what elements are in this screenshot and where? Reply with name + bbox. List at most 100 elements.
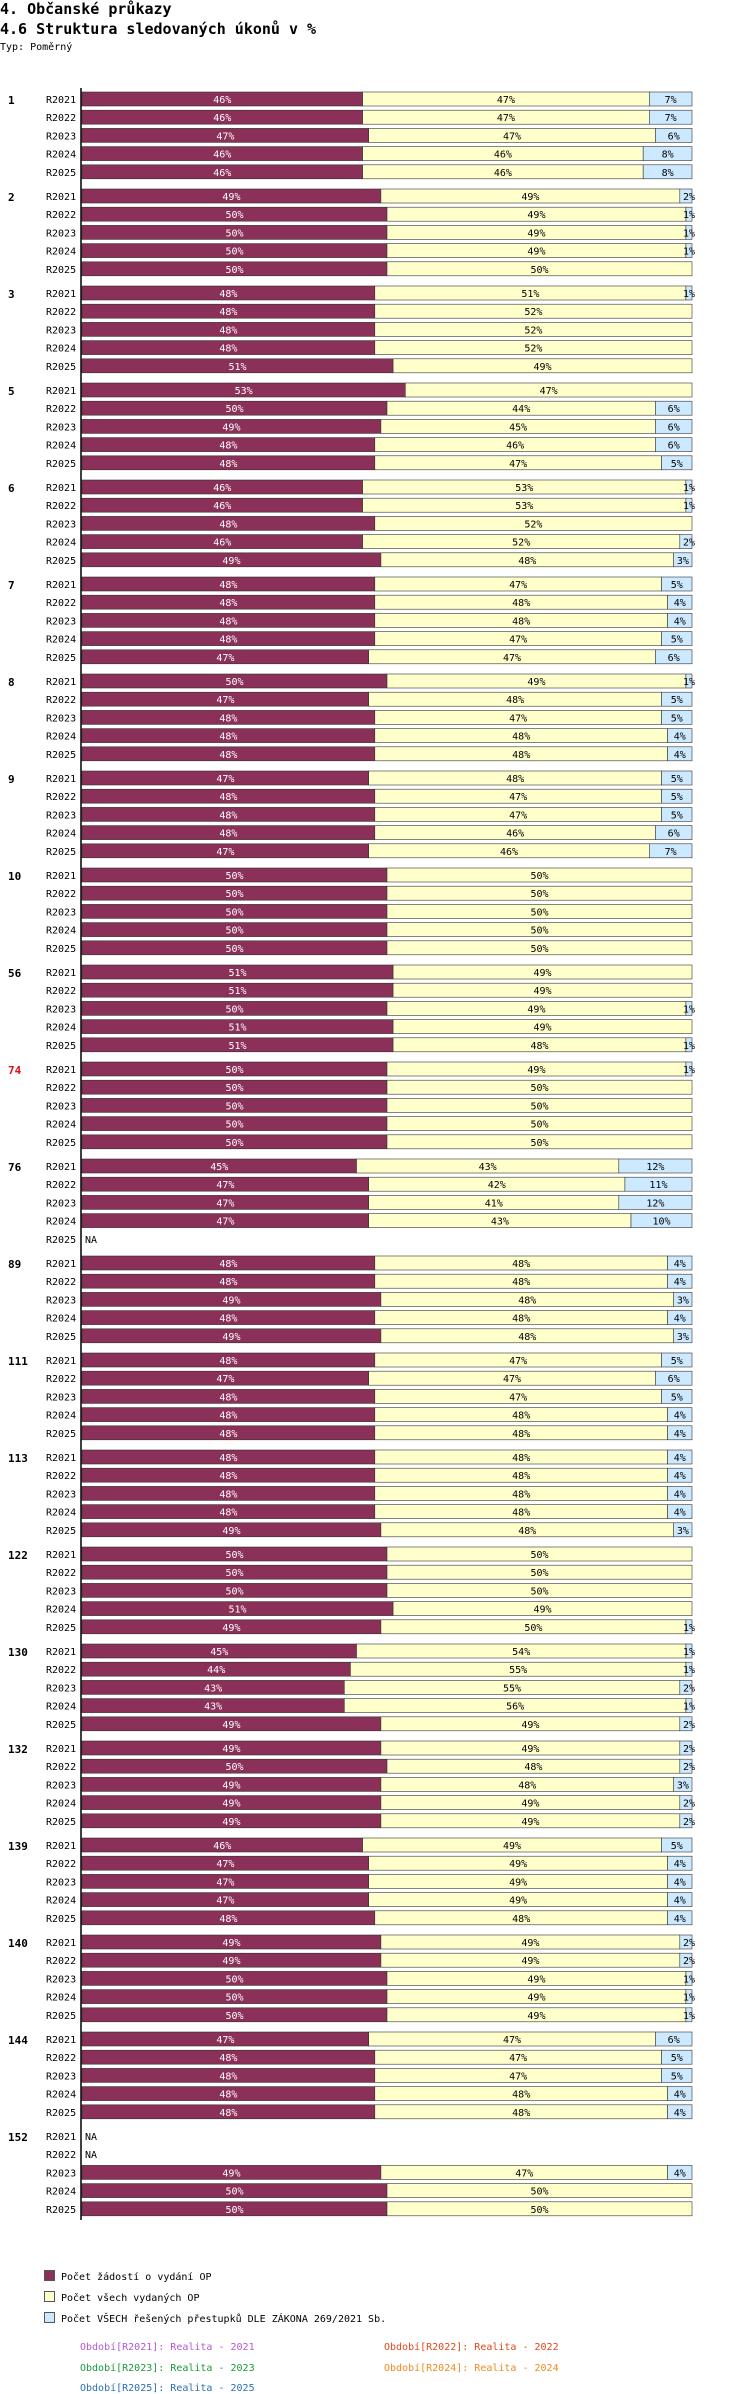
bar-label-113-R2022-s1: 48%: [512, 1471, 530, 1482]
bar-label-2-R2023-s0: 50%: [225, 228, 243, 239]
bar-label-144-R2024-s2: 4%: [674, 2090, 686, 2101]
row-label-122-R2022: R2022: [46, 1568, 76, 1579]
bar-label-2-R2025-s0: 50%: [225, 265, 243, 276]
row-label-1-R2025: R2025: [46, 168, 76, 179]
group-label-9: 9: [8, 773, 15, 786]
bar-label-140-R2024-s1: 49%: [527, 1993, 545, 2004]
row-label-56-R2022: R2022: [46, 986, 76, 997]
bar-8-R2024-s2: [667, 728, 693, 743]
row-label-139-R2022: R2022: [46, 1859, 76, 1870]
bar-6-R2023-s1: [374, 516, 693, 531]
bar-122-R2023-s1: [386, 1583, 693, 1598]
bar-9-R2021-s2: [661, 770, 693, 786]
bar-label-2-R2022-s0: 50%: [225, 210, 243, 221]
bar-label-139-R2025-s1: 48%: [512, 1914, 530, 1925]
row-label-7-R2025: R2025: [46, 653, 76, 664]
bar-113-R2025-s2: [673, 1522, 693, 1538]
row-label-140-R2021: R2021: [46, 1938, 76, 1949]
row-label-132-R2025: R2025: [46, 1817, 76, 1828]
bar-label-144-R2023-s2: 5%: [671, 2071, 683, 2082]
bar-label-152-R2023-s0: 49%: [222, 2168, 240, 2179]
bar-label-56-R2025-s2: 1%: [683, 1041, 695, 1052]
bar-label-7-R2021-s1: 47%: [509, 580, 527, 591]
legend-item-zadosti: Počet žádostí o vydání OP: [44, 2270, 212, 2284]
bar-label-6-R2021-s2: 1%: [683, 483, 695, 494]
bar-label-56-R2021-s1: 49%: [534, 968, 552, 979]
bar-label-132-R2024-s2: 2%: [683, 1799, 695, 1810]
bar-label-6-R2025-s2: 3%: [677, 556, 689, 567]
bar-5-R2023-s2: [655, 419, 693, 434]
bar-132-R2021-s2: [679, 1740, 693, 1756]
bar-label-9-R2024-s1: 46%: [506, 829, 524, 840]
row-label-9-R2024: R2024: [46, 829, 76, 840]
bar-label-5-R2024-s1: 46%: [506, 441, 524, 452]
row-label-3-R2024: R2024: [46, 344, 76, 355]
bar-label-74-R2024-s0: 50%: [225, 1120, 243, 1131]
bar-label-139-R2023-s0: 47%: [216, 1877, 234, 1888]
bar-label-76-R2023-s2: 12%: [646, 1198, 664, 1209]
bar-139-R2022-s2: [667, 1855, 693, 1871]
row-label-111-R2021: R2021: [46, 1356, 76, 1367]
group-label-3: 3: [8, 288, 15, 301]
bar-label-8-R2022-s2: 5%: [671, 695, 683, 706]
bar-label-139-R2023-s2: 4%: [674, 1877, 686, 1888]
row-label-1-R2024: R2024: [46, 150, 76, 161]
bar-label-8-R2025-s2: 4%: [674, 750, 686, 761]
bar-130-R2025-s2: [679, 1716, 693, 1732]
bar-label-7-R2025-s1: 47%: [503, 653, 521, 664]
bar-122-R2021-s1: [386, 1546, 693, 1562]
group-label-111: 111: [8, 1355, 28, 1368]
bar-label-113-R2023-s2: 4%: [674, 1489, 686, 1500]
bar-label-1-R2025-s2: 8%: [662, 168, 674, 179]
group-label-130: 130: [8, 1646, 28, 1659]
bar-label-10-R2021-s1: 50%: [530, 871, 548, 882]
bar-113-R2021-s2: [667, 1449, 693, 1465]
bar-label-56-R2022-s1: 49%: [534, 986, 552, 997]
bar-132-R2023-s2: [673, 1777, 693, 1792]
bar-122-R2022-s1: [386, 1564, 693, 1580]
bar-label-144-R2021-s2: 6%: [668, 2035, 680, 2046]
bar-label-140-R2023-s0: 50%: [225, 1974, 243, 1985]
bar-label-2-R2022-s1: 49%: [527, 210, 545, 221]
row-label-89-R2021: R2021: [46, 1259, 76, 1270]
bar-label-113-R2023-s1: 48%: [512, 1489, 530, 1500]
bar-3-R2023-s1: [374, 322, 693, 337]
row-label-89-R2025: R2025: [46, 1332, 76, 1343]
bar-label-113-R2022-s2: 4%: [674, 1471, 686, 1482]
bar-label-111-R2023-s1: 47%: [509, 1392, 527, 1403]
bar-label-1-R2021-s0: 46%: [213, 95, 231, 106]
row-label-2-R2024: R2024: [46, 247, 76, 258]
bar-label-89-R2023-s1: 48%: [518, 1295, 536, 1306]
bar-label-1-R2025-s1: 46%: [494, 168, 512, 179]
bar-label-139-R2021-s1: 49%: [503, 1841, 521, 1852]
bar-label-89-R2025-s0: 49%: [222, 1332, 240, 1343]
bar-2-R2022-s2: [685, 206, 693, 222]
bar-label-130-R2021-s0: 45%: [210, 1647, 228, 1658]
row-label-56-R2023: R2023: [46, 1004, 76, 1015]
bar-1-R2023-s2: [655, 128, 693, 143]
row-label-9-R2022: R2022: [46, 792, 76, 803]
bar-label-1-R2025-s0: 46%: [213, 168, 231, 179]
row-label-139-R2021: R2021: [46, 1841, 76, 1852]
bar-label-111-R2021-s2: 5%: [671, 1356, 683, 1367]
row-label-89-R2024: R2024: [46, 1314, 76, 1325]
bar-label-132-R2022-s0: 50%: [225, 1762, 243, 1773]
bar-label-122-R2025-s2: 1%: [683, 1623, 695, 1634]
row-label-5-R2021: R2021: [46, 386, 76, 397]
bar-label-74-R2023-s1: 50%: [530, 1101, 548, 1112]
row-label-2-R2022: R2022: [46, 210, 76, 221]
bar-label-74-R2025-s1: 50%: [530, 1138, 548, 1149]
row-label-144-R2023: R2023: [46, 2071, 76, 2082]
bar-label-140-R2022-s0: 49%: [222, 1956, 240, 1967]
row-label-111-R2022: R2022: [46, 1374, 76, 1385]
bar-130-R2023-s2: [679, 1680, 693, 1695]
row-label-140-R2025: R2025: [46, 2011, 76, 2022]
bar-label-7-R2023-s0: 48%: [219, 616, 237, 627]
bar-label-111-R2024-s0: 48%: [219, 1411, 237, 1422]
bar-label-144-R2025-s2: 4%: [674, 2108, 686, 2119]
row-label-7-R2023: R2023: [46, 616, 76, 627]
bar-label-139-R2021-s2: 5%: [671, 1841, 683, 1852]
legend-swatch-prestupky: [44, 2312, 55, 2323]
bar-label-1-R2021-s1: 47%: [497, 95, 515, 106]
bar-8-R2023-s2: [661, 710, 693, 725]
